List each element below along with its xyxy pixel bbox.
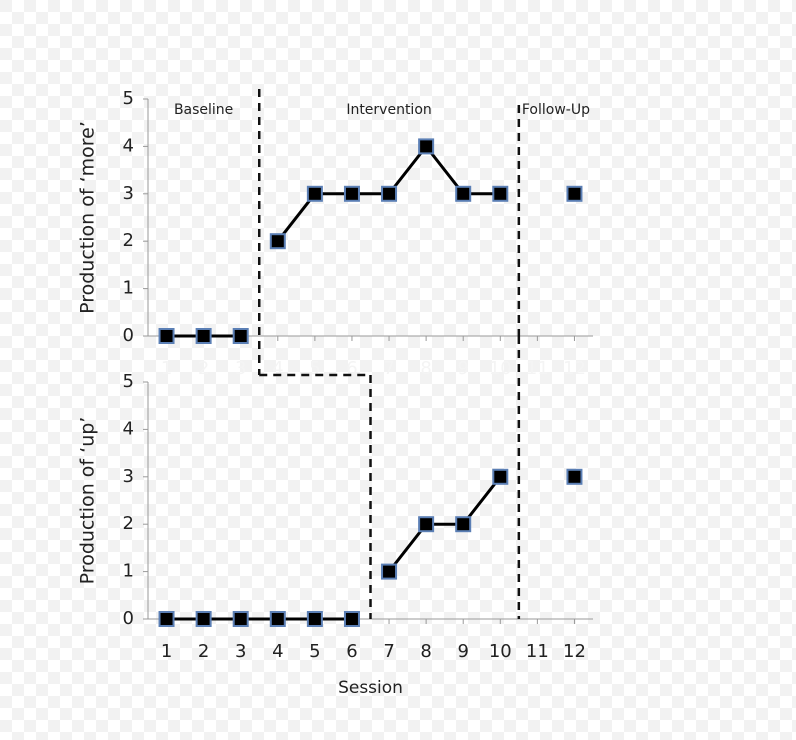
marker xyxy=(418,516,435,533)
x-tick-label: 4 xyxy=(272,358,283,379)
phase-label: Intervention xyxy=(346,102,431,118)
marker xyxy=(455,185,472,202)
marker xyxy=(269,233,286,250)
marker xyxy=(306,611,323,627)
x-tick-label: 1 xyxy=(161,358,172,379)
marker xyxy=(195,328,212,344)
y-tick-label: 0 xyxy=(123,608,134,629)
y-tick-label: 1 xyxy=(123,561,134,582)
marker xyxy=(232,611,249,627)
marker xyxy=(158,611,175,627)
marker xyxy=(195,611,212,627)
x-tick-label: 7 xyxy=(383,358,394,379)
x-tick-label: 11 xyxy=(526,358,549,379)
marker xyxy=(566,468,583,485)
y-axis-label: Production of ‘more’ xyxy=(77,121,99,314)
x-tick-label: 6 xyxy=(346,358,357,379)
y-tick-label: 2 xyxy=(123,230,134,251)
y-tick-label: 4 xyxy=(123,418,134,439)
phase-label: Baseline xyxy=(174,102,233,118)
marker xyxy=(232,328,249,344)
marker xyxy=(418,138,435,155)
marker xyxy=(381,185,398,202)
marker xyxy=(343,611,360,627)
marker xyxy=(492,468,509,485)
x-tick-label: 12 xyxy=(563,641,586,662)
x-tick-label: 11 xyxy=(526,641,549,662)
x-tick-label: 5 xyxy=(309,358,320,379)
y-tick-label: 4 xyxy=(123,135,134,156)
y-tick-label: 1 xyxy=(123,278,134,299)
data-line xyxy=(387,475,502,573)
x-tick-label: 6 xyxy=(346,641,357,662)
marker xyxy=(158,328,175,344)
x-tick-label: 2 xyxy=(198,641,209,662)
x-tick-label: 12 xyxy=(563,358,586,379)
y-tick-label: 2 xyxy=(123,513,134,534)
marker xyxy=(566,185,583,202)
x-tick-label: 1 xyxy=(161,641,172,662)
x-tick-label: 2 xyxy=(198,358,209,379)
x-tick-label: 4 xyxy=(272,641,283,662)
x-tick-label: 8 xyxy=(420,641,431,662)
x-tick-label: 9 xyxy=(457,641,468,662)
marker xyxy=(343,185,360,202)
marker xyxy=(269,611,286,627)
x-tick-label: 9 xyxy=(457,358,468,379)
x-tick-label: 7 xyxy=(383,641,394,662)
x-tick-label: 8 xyxy=(420,358,431,379)
x-tick-label: 3 xyxy=(235,358,246,379)
x-tick-label: 10 xyxy=(489,641,512,662)
y-tick-label: 0 xyxy=(123,325,134,346)
marker xyxy=(381,563,398,580)
x-tick-label: 10 xyxy=(489,358,512,379)
y-axis-label: Production of ‘up’ xyxy=(77,417,99,585)
marker xyxy=(492,185,509,202)
x-tick-label: 3 xyxy=(235,641,246,662)
phase-label: Follow-Up xyxy=(522,102,590,118)
marker xyxy=(306,185,323,202)
y-tick-label: 5 xyxy=(123,371,134,392)
x-tick-label: 5 xyxy=(309,641,320,662)
y-tick-label: 3 xyxy=(123,183,134,204)
x-axis-label: Session xyxy=(338,678,403,698)
y-tick-label: 3 xyxy=(123,466,134,487)
marker xyxy=(455,516,472,533)
y-tick-label: 5 xyxy=(123,88,134,109)
